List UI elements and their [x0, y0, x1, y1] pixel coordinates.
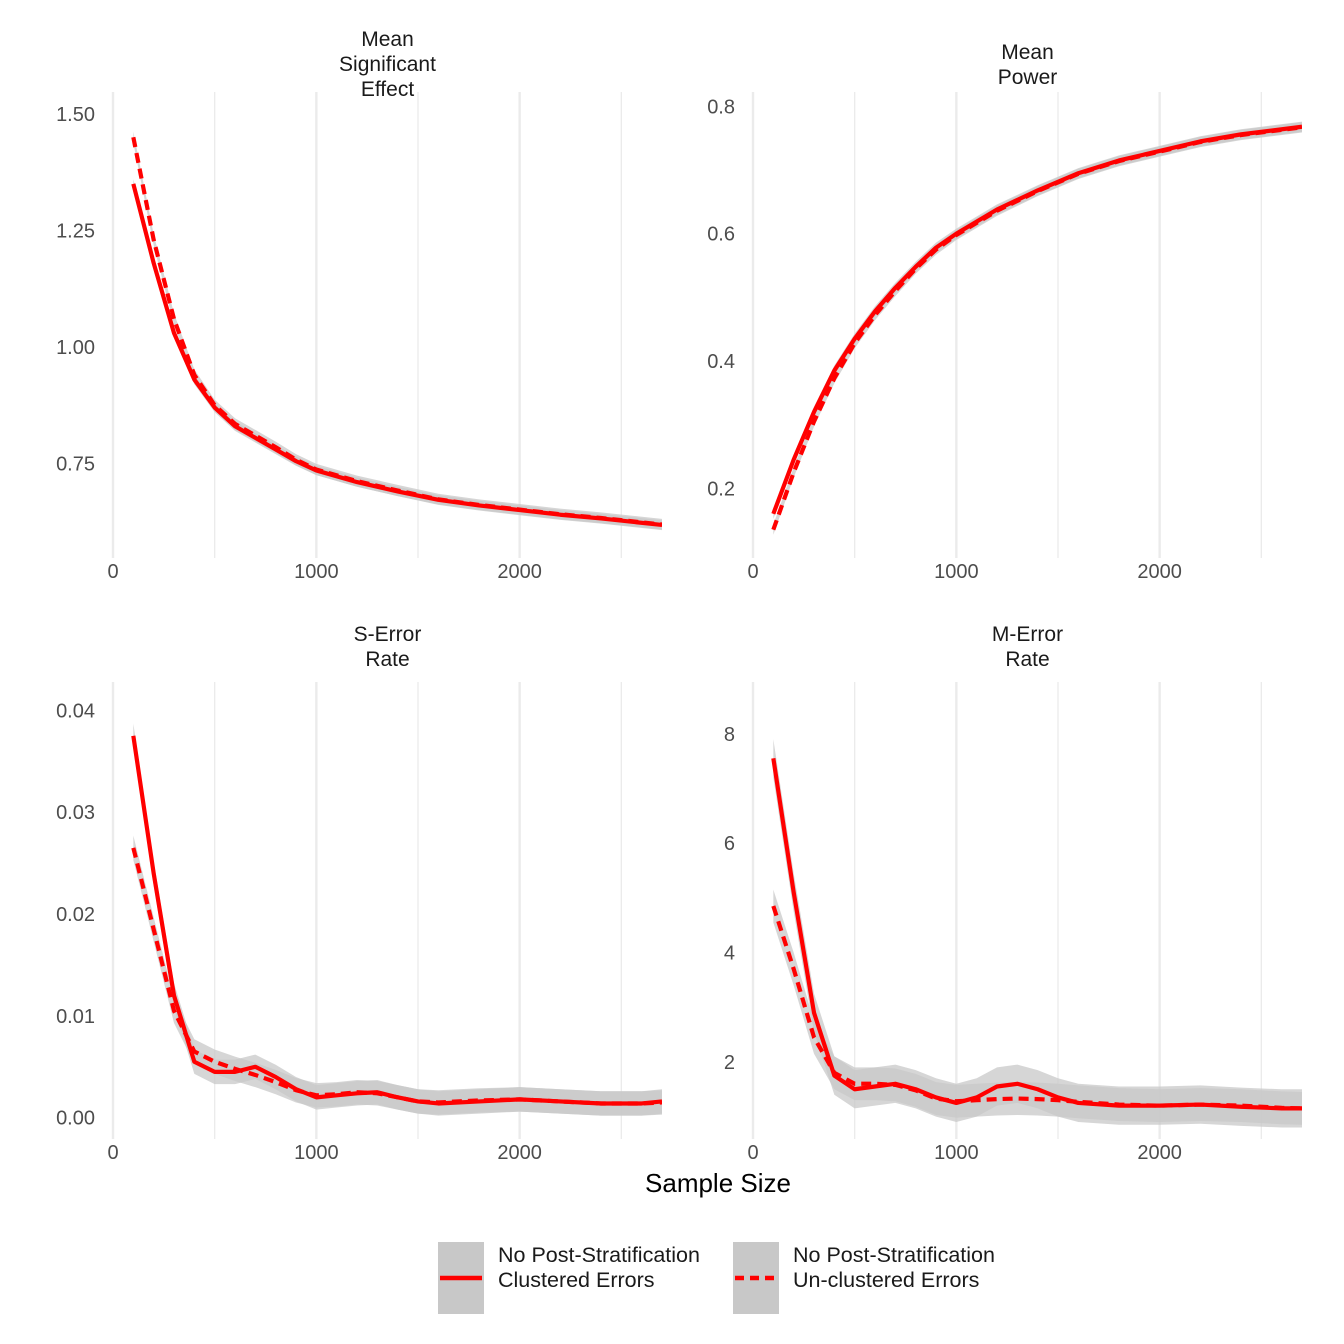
ribbon-solid	[773, 121, 1302, 519]
y-tick-label: 4	[724, 943, 735, 965]
ribbon-solid	[773, 739, 1302, 1128]
y-tick-label: 0.01	[56, 1006, 95, 1028]
y-tick-label: 1.25	[56, 220, 95, 242]
series-line-dashed	[131, 847, 662, 1106]
ribbon-dashed	[773, 122, 1302, 535]
panel-title-mean-power: Mean	[1001, 41, 1054, 64]
series-line-solid	[771, 758, 1302, 1111]
panel-title-m-error-rate: M-Error	[992, 623, 1063, 646]
grid-m-error-rate	[751, 682, 1262, 1139]
x-tick-label: 0	[747, 1142, 758, 1164]
y-tick-label: 0.00	[56, 1108, 95, 1130]
legend-label-clustered-line2: Clustered Errors	[498, 1268, 655, 1292]
series-line-dashed	[771, 125, 1302, 531]
series-line-solid	[131, 183, 662, 528]
y-tick-label: 1.00	[56, 337, 95, 359]
legend: No Post-Stratification Clustered Errors …	[438, 1242, 995, 1314]
x-tick-label: 2000	[497, 561, 542, 583]
x-tick-label: 2000	[1137, 1142, 1182, 1164]
legend-label-unclustered-line1: No Post-Stratification	[793, 1243, 995, 1267]
panel-title-m-error-rate: Rate	[1005, 648, 1049, 671]
panel-title-s-error-rate: Rate	[365, 648, 409, 671]
x-tick-label: 2000	[497, 1142, 542, 1164]
series-line-solid	[131, 735, 662, 1106]
series-line-dashed	[771, 905, 1302, 1111]
x-tick-label: 1000	[934, 561, 979, 583]
x-tick-label: 0	[747, 561, 758, 583]
x-tick-label: 1000	[294, 561, 339, 583]
panel-title-s-error-rate: S-Error	[354, 623, 422, 646]
y-tick-label: 0.8	[707, 96, 735, 118]
y-tick-label: 2	[724, 1052, 735, 1074]
x-tick-label: 2000	[1137, 561, 1182, 583]
x-tick-label: 1000	[294, 1142, 339, 1164]
legend-label-unclustered-line2: Un-clustered Errors	[793, 1268, 979, 1292]
grid-mean-power	[751, 92, 1262, 558]
panel-title-mean-significant-effect: Effect	[361, 78, 414, 101]
panel-title-mean-power: Power	[998, 66, 1058, 89]
series-line-solid	[771, 124, 1302, 515]
series-line-dashed	[131, 136, 662, 527]
x-tick-label: 0	[107, 1142, 118, 1164]
legend-entry-unclustered: No Post-Stratification Un-clustered Erro…	[733, 1242, 995, 1314]
y-tick-label: 0.04	[56, 700, 95, 722]
y-tick-label: 6	[724, 833, 735, 855]
panel-title-mean-significant-effect: Significant	[339, 53, 436, 76]
plot-area-m-error-rate	[771, 739, 1302, 1128]
y-tick-label: 0.2	[707, 478, 735, 500]
ribbon-dashed	[133, 131, 662, 531]
ribbon-solid	[133, 179, 662, 530]
y-tick-label: 0.6	[707, 224, 735, 246]
grid-s-error-rate	[111, 682, 622, 1139]
y-tick-label: 1.50	[56, 104, 95, 126]
legend-entry-clustered: No Post-Stratification Clustered Errors	[438, 1242, 700, 1314]
x-tick-label: 1000	[934, 1142, 979, 1164]
y-tick-label: 0.03	[56, 802, 95, 824]
x-axis-title: Sample Size	[645, 1168, 791, 1198]
y-tick-label: 8	[724, 724, 735, 746]
y-tick-label: 0.75	[56, 453, 95, 475]
x-tick-label: 0	[107, 561, 118, 583]
plot-area-s-error-rate	[131, 723, 662, 1116]
panel-title-mean-significant-effect: Mean	[361, 28, 414, 51]
plot-area-mean-power	[771, 121, 1302, 535]
grid-mean-significant-effect	[111, 92, 622, 558]
y-tick-label: 0.4	[707, 351, 735, 373]
plot-area-mean-significant-effect	[131, 131, 662, 531]
legend-label-clustered-line1: No Post-Stratification	[498, 1243, 700, 1267]
ribbon-dashed	[773, 889, 1302, 1125]
y-tick-label: 0.02	[56, 904, 95, 926]
